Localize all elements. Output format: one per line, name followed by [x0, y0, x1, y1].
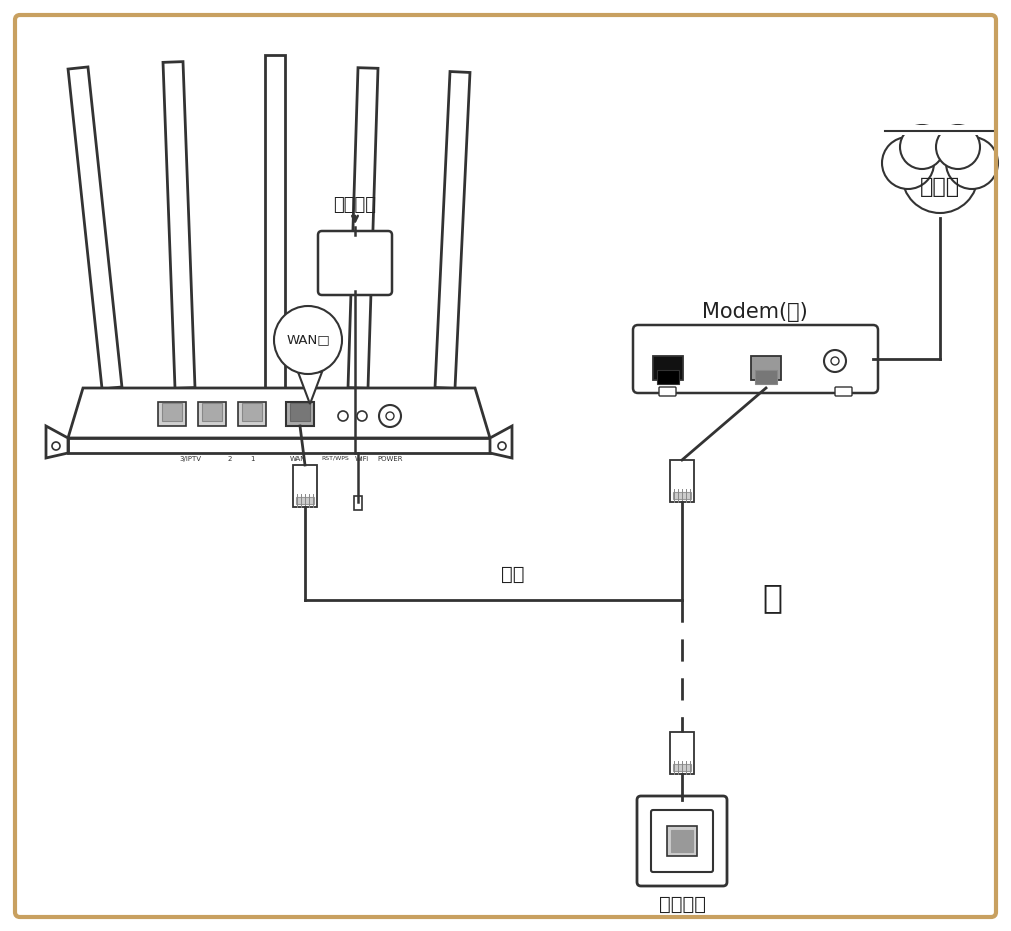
Circle shape — [882, 137, 934, 189]
Polygon shape — [68, 388, 490, 438]
Polygon shape — [265, 55, 285, 388]
Bar — [198, 402, 226, 426]
Polygon shape — [68, 67, 122, 389]
Bar — [238, 402, 266, 426]
FancyBboxPatch shape — [673, 764, 691, 771]
Bar — [158, 402, 186, 426]
Circle shape — [936, 125, 980, 169]
Text: POWER: POWER — [377, 456, 402, 462]
Polygon shape — [490, 426, 512, 458]
Bar — [878, 125, 1002, 135]
Polygon shape — [68, 438, 490, 453]
Polygon shape — [298, 372, 321, 404]
Circle shape — [900, 125, 944, 169]
Text: Modem(猫): Modem(猫) — [702, 302, 808, 322]
Text: 宽带网口: 宽带网口 — [658, 895, 706, 913]
FancyBboxPatch shape — [673, 492, 691, 499]
Text: RST/WPS: RST/WPS — [321, 456, 349, 461]
FancyBboxPatch shape — [296, 497, 314, 504]
Text: 接通电源: 接通电源 — [334, 196, 376, 214]
FancyBboxPatch shape — [318, 231, 392, 295]
FancyBboxPatch shape — [657, 370, 679, 384]
Text: 网线: 网线 — [501, 565, 525, 584]
FancyBboxPatch shape — [751, 356, 782, 380]
Text: WAN: WAN — [290, 456, 306, 462]
Text: 或: 或 — [762, 582, 782, 614]
Text: WiFi: WiFi — [355, 456, 369, 462]
Polygon shape — [163, 61, 195, 388]
FancyBboxPatch shape — [835, 387, 852, 396]
Polygon shape — [435, 72, 470, 388]
FancyBboxPatch shape — [659, 387, 676, 396]
Text: 3/IPTV: 3/IPTV — [179, 456, 201, 462]
Bar — [202, 403, 222, 421]
FancyBboxPatch shape — [637, 796, 727, 886]
Text: 2: 2 — [227, 456, 233, 462]
FancyBboxPatch shape — [651, 810, 713, 872]
Circle shape — [946, 137, 998, 189]
Circle shape — [902, 137, 978, 213]
Bar — [286, 402, 314, 426]
Text: 1: 1 — [250, 456, 254, 462]
Bar — [290, 403, 310, 421]
Polygon shape — [45, 426, 68, 458]
Polygon shape — [348, 68, 378, 388]
FancyBboxPatch shape — [670, 732, 694, 774]
FancyBboxPatch shape — [671, 830, 693, 852]
Bar — [354, 496, 362, 510]
Text: 互联网: 互联网 — [920, 177, 960, 197]
FancyBboxPatch shape — [653, 356, 683, 380]
FancyBboxPatch shape — [670, 460, 694, 502]
FancyBboxPatch shape — [667, 826, 697, 856]
Circle shape — [274, 306, 342, 374]
FancyBboxPatch shape — [633, 325, 878, 393]
Text: WAN□: WAN□ — [286, 333, 330, 346]
Bar — [162, 403, 182, 421]
FancyBboxPatch shape — [755, 370, 777, 384]
Bar — [242, 403, 262, 421]
FancyBboxPatch shape — [293, 465, 317, 507]
